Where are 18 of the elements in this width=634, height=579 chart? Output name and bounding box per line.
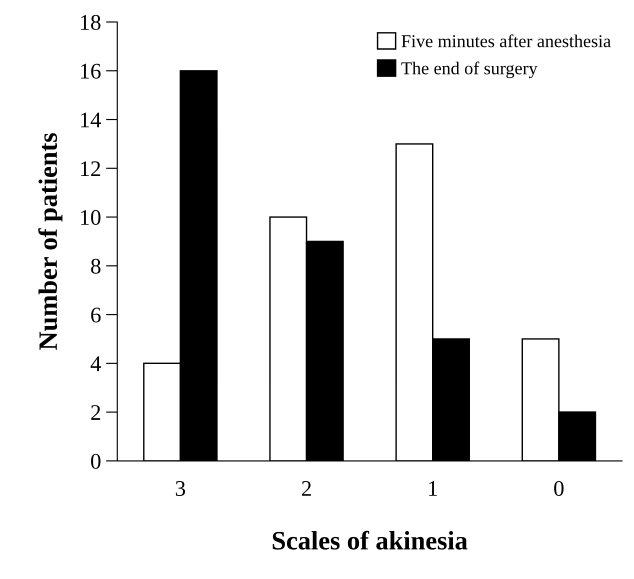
x-axis-title: Scales of akinesia: [272, 530, 468, 550]
x-tick-label: 2: [302, 481, 311, 496]
y-tick-label: 12: [81, 161, 100, 176]
legend-label: Five minutes after anesthesia: [402, 34, 611, 48]
x-tick-label: 3: [176, 481, 186, 496]
y-tick-label: 4: [90, 356, 101, 372]
y-tick-label: 8: [91, 258, 100, 274]
x-tick-label: 1: [429, 481, 437, 496]
y-tick-label: 10: [81, 210, 100, 225]
y-tick-label: 6: [91, 308, 101, 323]
y-axis-title: Number of patients: [38, 133, 62, 350]
y-tick-label: 16: [81, 64, 101, 79]
y-tick-label: 0: [91, 454, 100, 469]
x-tick-label: 0: [554, 480, 564, 496]
legend-label: The end of surgery: [401, 62, 538, 78]
y-tick-label: 18: [81, 14, 100, 30]
y-tick-label: 14: [81, 112, 101, 128]
y-tick-label: 2: [91, 405, 100, 420]
